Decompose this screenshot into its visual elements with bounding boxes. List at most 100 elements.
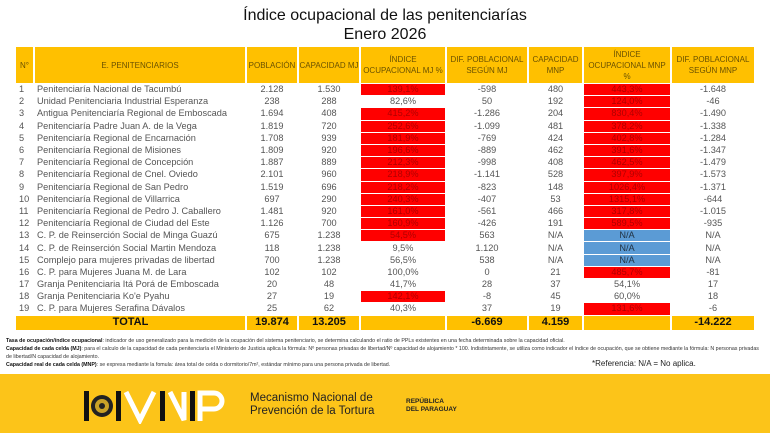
index-mj: 415,2% xyxy=(361,108,445,120)
row-number: 12 xyxy=(19,218,30,229)
row-number: 2 xyxy=(19,96,25,107)
capacity-mnp: 37 xyxy=(550,279,561,290)
population: 1.519 xyxy=(260,181,284,192)
diff-mj: -598 xyxy=(477,84,497,95)
mnp-logo xyxy=(84,390,225,424)
capacity-mnp: 462 xyxy=(547,145,564,156)
row-number: 9 xyxy=(19,181,25,192)
table-row: 12 Penitenciaría Regional de Ciudad del E… xyxy=(16,218,754,230)
capacity-mnp: 192 xyxy=(547,96,564,107)
capacity-mj: 939 xyxy=(321,132,337,143)
population: 1.819 xyxy=(260,120,284,131)
capacity-mj: 102 xyxy=(321,266,337,277)
row-number: 14 xyxy=(19,242,30,253)
diff-mnp: -46 xyxy=(706,96,720,107)
total-cell: 4.159 xyxy=(529,315,582,330)
title-line-1: Índice ocupacional de las penitenciarías xyxy=(243,7,527,24)
table-row: 9 Penitenciaría Regional de San Pedro 1.51… xyxy=(16,181,754,193)
index-mnp: 1026,4% xyxy=(584,181,670,193)
index-mj: 40,3% xyxy=(389,303,417,314)
table-row: 16 C. P. para Mujeres Juana M. de Lara 102… xyxy=(16,266,754,278)
org-line-2: Prevención de la Tortura xyxy=(250,405,375,417)
capacity-mj: 1.238 xyxy=(317,254,341,265)
column-header: DIF. POBLACIONAL SEGÚN MNP xyxy=(672,47,754,83)
table-row: 7 Penitenciaría Regional de Concepción 1.8… xyxy=(16,157,754,169)
facility-name: Unidad Penitenciaria Industrial Esperanz… xyxy=(37,96,209,107)
note-2: Capacidad de cada celda (MJ): para el ca… xyxy=(6,345,766,361)
index-mj: 252,6% xyxy=(361,120,445,132)
population: 118 xyxy=(264,242,280,253)
index-mj: 82,6% xyxy=(389,96,417,107)
diff-mj: -769 xyxy=(477,132,497,143)
footer: Mecanismo Nacional de Prevención de la T… xyxy=(0,374,770,433)
capacity-mj: 960 xyxy=(321,169,337,180)
population: 102 xyxy=(264,266,280,277)
table-row: 2 Unidad Penitenciaria Industrial Esperan… xyxy=(16,96,754,108)
column-header: CAPACIDAD MJ xyxy=(299,47,359,83)
total-cell xyxy=(361,315,445,330)
column-header: DIF. POBLACIONAL SEGÚN MJ xyxy=(447,47,527,83)
row-number: 17 xyxy=(19,279,30,290)
country-line-2: DEL PARAGUAY xyxy=(406,406,457,413)
row-number: 15 xyxy=(19,254,30,265)
index-mj: 142,1% xyxy=(361,291,445,303)
capacity-mj: 889 xyxy=(321,157,337,168)
row-number: 8 xyxy=(19,169,25,180)
table-row: 6 Penitenciaría Regional de Misiones 1.809… xyxy=(16,144,754,157)
total-cell: -14.222 xyxy=(672,315,754,330)
diff-mj: 1.120 xyxy=(475,242,499,253)
diff-mnp: -1.371 xyxy=(699,181,727,192)
capacity-mj: 288 xyxy=(321,96,337,107)
diff-mj: -1.286 xyxy=(473,108,501,119)
table-row: 18 Granja Penitenciaria Ko'e Pyahu 27 19 142… xyxy=(16,291,754,303)
table-row: 14 C. P. de Reinserción Social Martin Men… xyxy=(16,242,754,254)
index-mnp: 317,8% xyxy=(584,205,670,218)
diff-mj: 0 xyxy=(484,266,490,277)
row-number: 5 xyxy=(19,132,25,143)
column-header: ÍNDICE OCUPACIONAL MNP % xyxy=(584,47,670,83)
index-mj: 240,3% xyxy=(361,193,445,205)
table-row: 3 Antigua Penitenciaría Regional de Embos… xyxy=(16,108,754,120)
row-number: 6 xyxy=(19,145,25,156)
diff-mj: -1.099 xyxy=(473,120,501,131)
row-number: 11 xyxy=(19,205,29,216)
capacity-mj: 19 xyxy=(323,291,335,302)
facility-name: C. P. de Reinserción Social Martin Mendo… xyxy=(37,242,217,253)
diff-mj: -889 xyxy=(477,145,497,156)
table-row: 11 Penitenciaría Regional de Pedro J. Cab… xyxy=(16,205,754,218)
reference-label: *Referencia xyxy=(592,359,634,368)
column-header: ÍNDICE OCUPACIONAL MJ % xyxy=(361,47,445,83)
index-mnp: 378,2% xyxy=(584,120,670,132)
facility-name: Penitenciaría Regional de San Pedro xyxy=(37,181,189,192)
index-mj: 41,7% xyxy=(389,279,417,290)
index-mj: 161,0% xyxy=(361,205,445,218)
column-header: E. PENITENCIARIOS xyxy=(35,47,245,83)
diff-mnp: -1.490 xyxy=(699,108,727,119)
index-mj: 218,9% xyxy=(361,169,445,181)
population: 25 xyxy=(266,303,278,314)
population: 20 xyxy=(266,279,278,290)
diff-mnp: 17 xyxy=(707,279,719,290)
note-label: Tasa de ocupación/índice ocupacional xyxy=(6,338,103,344)
index-mj: 9,5% xyxy=(392,242,414,253)
total-cell: 19.874 xyxy=(247,315,297,330)
note-3: Capacidad real de cada celda (MNP): se e… xyxy=(6,361,766,369)
row-number: 10 xyxy=(19,193,30,204)
column-header: N° xyxy=(16,47,33,83)
diff-mnp: -1.648 xyxy=(699,84,727,95)
facility-name: Penitenciaría Regional de Villarrica xyxy=(37,193,180,204)
occupancy-table: N° E. PENITENCIARIOS POBLACIÓN CAPACIDAD MJ… xyxy=(14,46,756,331)
population: 2.101 xyxy=(260,169,284,180)
index-mj: 218,2% xyxy=(361,181,445,193)
note-text: : se expresa mediante la fomula: área to… xyxy=(96,362,391,368)
table-row: 5 Penitenciaría Regional de Encarnación 1.… xyxy=(16,132,754,144)
diff-mnp: -1.015 xyxy=(699,205,727,216)
index-mnp: 397,9% xyxy=(584,169,670,181)
capacity-mnp: 481 xyxy=(547,120,564,131)
capacity-mj: 1.238 xyxy=(317,242,341,253)
reference-text: : N/A = No aplica. xyxy=(633,359,696,368)
capacity-mnp: 53 xyxy=(550,193,561,204)
index-mj: 212,3% xyxy=(361,157,445,169)
capacity-mj: 290 xyxy=(321,193,337,204)
index-mnp: 589,5% xyxy=(584,218,670,230)
